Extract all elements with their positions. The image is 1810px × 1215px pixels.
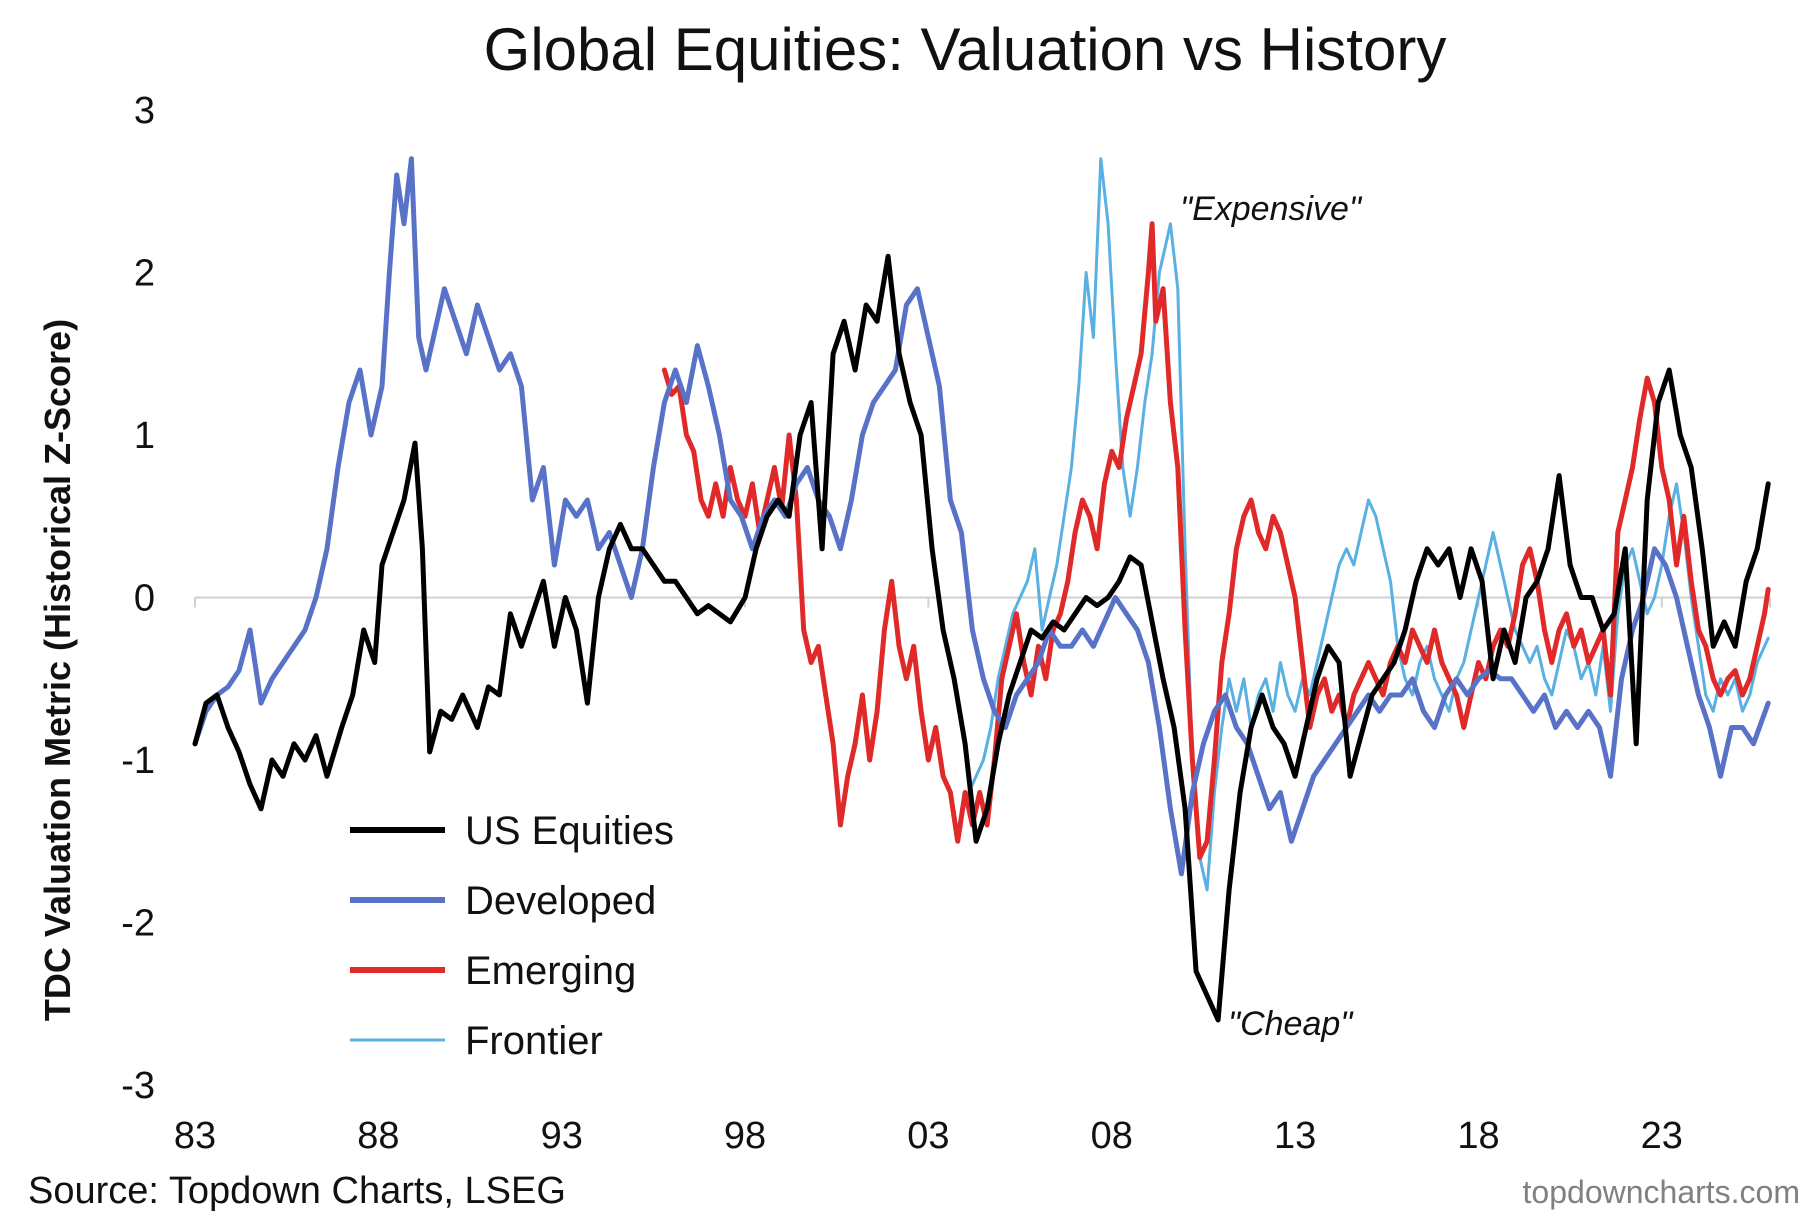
x-tick-label: 03 <box>907 1115 949 1157</box>
x-axis-ticks: 83 88 93 98 03 08 13 18 23 <box>174 1115 1683 1157</box>
y-axis-ticks: 3 2 1 0 -1 -2 -3 <box>121 90 155 1107</box>
x-tick-label: 93 <box>541 1115 583 1157</box>
brand-watermark: topdowncharts.com <box>1523 1174 1800 1210</box>
x-tick-label: 08 <box>1091 1115 1133 1157</box>
x-tick-label: 83 <box>174 1115 216 1157</box>
series-line-emerging <box>661 221 1771 860</box>
x-tick-label: 18 <box>1457 1115 1499 1157</box>
y-tick-label: -2 <box>121 903 155 945</box>
x-tick-label: 13 <box>1274 1115 1316 1157</box>
series-lines <box>192 156 1771 1023</box>
x-tick-label: 88 <box>357 1115 399 1157</box>
annotation-expensive: "Expensive" <box>1180 190 1363 228</box>
y-tick-label: 3 <box>134 90 155 132</box>
y-tick-label: 0 <box>134 578 155 620</box>
annotation-cheap: "Cheap" <box>1228 1005 1354 1043</box>
series-line-developed <box>192 156 1771 877</box>
series-line-frontier <box>959 157 1770 892</box>
y-axis-label: TDC Valuation Metric (Historical Z-Score… <box>37 319 78 1021</box>
y-tick-label: 2 <box>134 253 155 295</box>
source-note: Source: Topdown Charts, LSEG <box>28 1170 566 1212</box>
y-tick-label: -1 <box>121 740 155 782</box>
legend-label-emerging: Emerging <box>465 949 636 993</box>
legend-label-frontier: Frontier <box>465 1019 603 1063</box>
legend-label-developed: Developed <box>465 879 656 923</box>
y-tick-label: 1 <box>134 415 155 457</box>
legend-label-us-equities: US Equities <box>465 809 674 853</box>
x-tick-label: 98 <box>724 1115 766 1157</box>
x-tick-label: 23 <box>1641 1115 1683 1157</box>
legend: US Equities Developed Emerging Frontier <box>350 809 674 1063</box>
chart-title: Global Equities: Valuation vs History <box>484 16 1447 83</box>
y-tick-label: -3 <box>121 1065 155 1107</box>
series-line-us-equities <box>192 253 1771 1023</box>
